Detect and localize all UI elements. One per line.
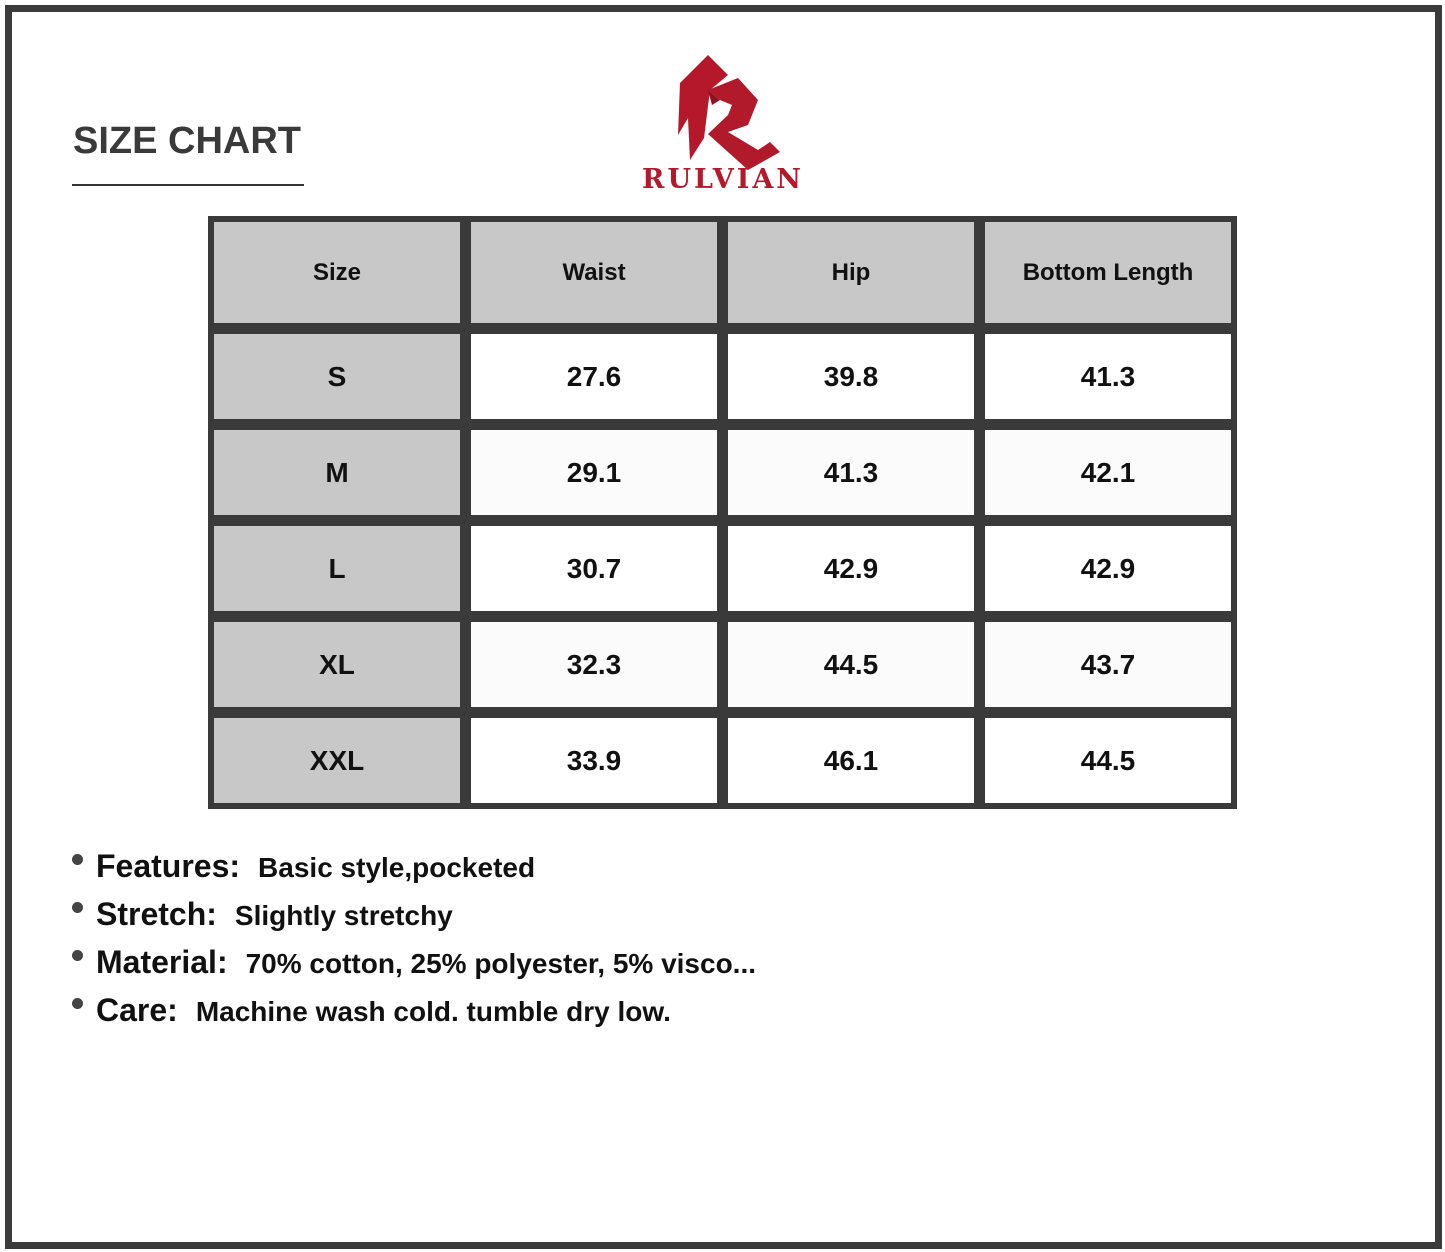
measurement-cell: 46.1 (728, 718, 974, 803)
feature-item: Material: 70% cotton, 25% polyester, 5% v… (72, 944, 756, 992)
measurement-cell: 44.5 (985, 718, 1231, 803)
measurement-cell: 42.9 (728, 526, 974, 611)
header-cell: Size (214, 222, 460, 323)
feature-value: 70% cotton, 25% polyester, 5% visco... (245, 948, 757, 979)
size-table: Size Waist Hip Bottom Length S 27.6 39.8 41.3 M 2… (208, 216, 1237, 809)
feature-item: Care: Machine wash cold. tumble dry low. (72, 992, 756, 1040)
measurement-cell: 30.7 (471, 526, 717, 611)
feature-label: Stretch: (96, 896, 217, 932)
bullet-icon (72, 998, 83, 1009)
measurement-cell: 41.3 (985, 334, 1231, 419)
features-list: Features: Basic style,pocketed Stretch: Sli… (72, 848, 756, 1040)
size-cell: XXL (214, 718, 460, 803)
bullet-icon (72, 902, 83, 913)
feature-value: Machine wash cold. tumble dry low. (195, 996, 671, 1027)
measurement-cell: 33.9 (471, 718, 717, 803)
measurement-cell: 32.3 (471, 622, 717, 707)
feature-value: Basic style,pocketed (258, 852, 536, 883)
bullet-icon (72, 854, 83, 865)
measurement-cell: 39.8 (728, 334, 974, 419)
brand-name: RULVIAN (642, 164, 804, 195)
measurement-cell: 27.6 (471, 334, 717, 419)
feature-item: Stretch: Slightly stretchy (72, 896, 756, 944)
brand-logo-icon (678, 55, 780, 170)
size-cell: XL (214, 622, 460, 707)
feature-item: Features: Basic style,pocketed (72, 848, 756, 896)
size-cell: M (214, 430, 460, 515)
feature-label: Features: (96, 848, 241, 884)
measurement-cell: 41.3 (728, 430, 974, 515)
feature-label: Material: (96, 944, 228, 980)
size-cell: S (214, 334, 460, 419)
measurement-cell: 44.5 (728, 622, 974, 707)
bullet-icon (72, 950, 83, 961)
feature-label: Care: (96, 992, 178, 1028)
measurement-cell: 43.7 (985, 622, 1231, 707)
header-cell: Bottom Length (985, 222, 1231, 323)
measurement-cell: 42.1 (985, 430, 1231, 515)
page-title: SIZE CHART (73, 120, 301, 162)
size-cell: L (214, 526, 460, 611)
header-cell: Waist (471, 222, 717, 323)
feature-value: Slightly stretchy (234, 900, 453, 931)
measurement-cell: 42.9 (985, 526, 1231, 611)
title-underline (72, 184, 304, 186)
measurement-cell: 29.1 (471, 430, 717, 515)
header-cell: Hip (728, 222, 974, 323)
